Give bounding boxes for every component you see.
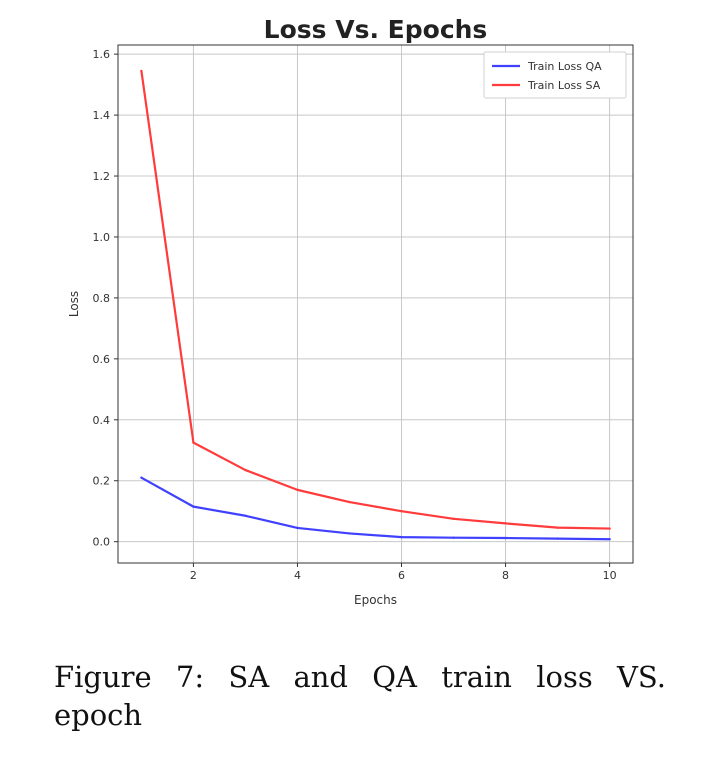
- data-point: [140, 69, 143, 73]
- x-tick-label: 6: [398, 569, 405, 582]
- y-tick-label: 0.4: [93, 414, 111, 427]
- y-tick-label: 0.2: [93, 475, 111, 488]
- chart-title: Loss Vs. Epochs: [264, 15, 488, 44]
- x-tick-label: 10: [603, 569, 617, 582]
- y-tick-label: 1.4: [93, 109, 111, 122]
- caption-word: SA: [228, 660, 270, 694]
- data-point: [296, 488, 299, 492]
- y-tick-label: 0.0: [93, 536, 111, 549]
- data-point: [608, 527, 611, 530]
- x-tick-label: 4: [294, 569, 301, 582]
- data-point: [400, 510, 403, 513]
- series-line-qa: [140, 476, 610, 541]
- caption-word: QA: [372, 660, 417, 694]
- caption-word: train: [441, 660, 512, 694]
- data-point: [608, 538, 611, 541]
- y-axis-label: Loss: [67, 291, 81, 317]
- data-point: [556, 526, 559, 529]
- plot-frame: [117, 44, 634, 564]
- x-axis-label: Epochs: [354, 593, 397, 607]
- data-point: [452, 517, 455, 521]
- figure-caption: Figure 7: SA and QA train loss VS. epoch: [54, 658, 666, 734]
- y-tick-label: 0.6: [93, 353, 111, 366]
- y-tick-label: 1.0: [93, 231, 111, 244]
- data-point: [244, 468, 247, 472]
- x-tick-label: 2: [190, 569, 197, 582]
- data-point: [348, 500, 351, 504]
- y-tick-label: 1.6: [93, 48, 111, 61]
- caption-word: 7:: [175, 660, 205, 694]
- legend-label: Train Loss QA: [527, 60, 602, 73]
- caption-line-2: epoch: [54, 698, 143, 732]
- data-point: [452, 536, 455, 539]
- data-point: [192, 441, 195, 444]
- data-point: [140, 476, 143, 479]
- legend-label: Train Loss SA: [527, 79, 601, 92]
- caption-word: VS.: [616, 660, 666, 694]
- caption-word: loss: [536, 660, 593, 694]
- data-point: [556, 537, 559, 540]
- loss-chart: Loss Vs. Epochs 2 4 6 8 10 0.0 0.2 0.4 0.6 0.8 1.0 1…: [67, 15, 634, 607]
- y-tick-label: 1.2: [93, 170, 111, 183]
- x-tick-label: 8: [502, 569, 509, 582]
- caption-word: Figure: [54, 660, 152, 694]
- data-point: [504, 536, 507, 540]
- data-point: [296, 526, 299, 530]
- caption-line-1: Figure 7: SA and QA train loss VS.: [54, 658, 666, 696]
- data-point: [244, 514, 247, 517]
- data-point: [504, 522, 507, 525]
- legend-box: [483, 51, 627, 99]
- series-line-sa: [140, 70, 610, 530]
- data-point: [348, 532, 351, 535]
- data-point: [400, 535, 403, 539]
- y-tick-label: 0.8: [93, 292, 111, 305]
- data-point: [192, 505, 195, 508]
- caption-word: and: [293, 660, 348, 694]
